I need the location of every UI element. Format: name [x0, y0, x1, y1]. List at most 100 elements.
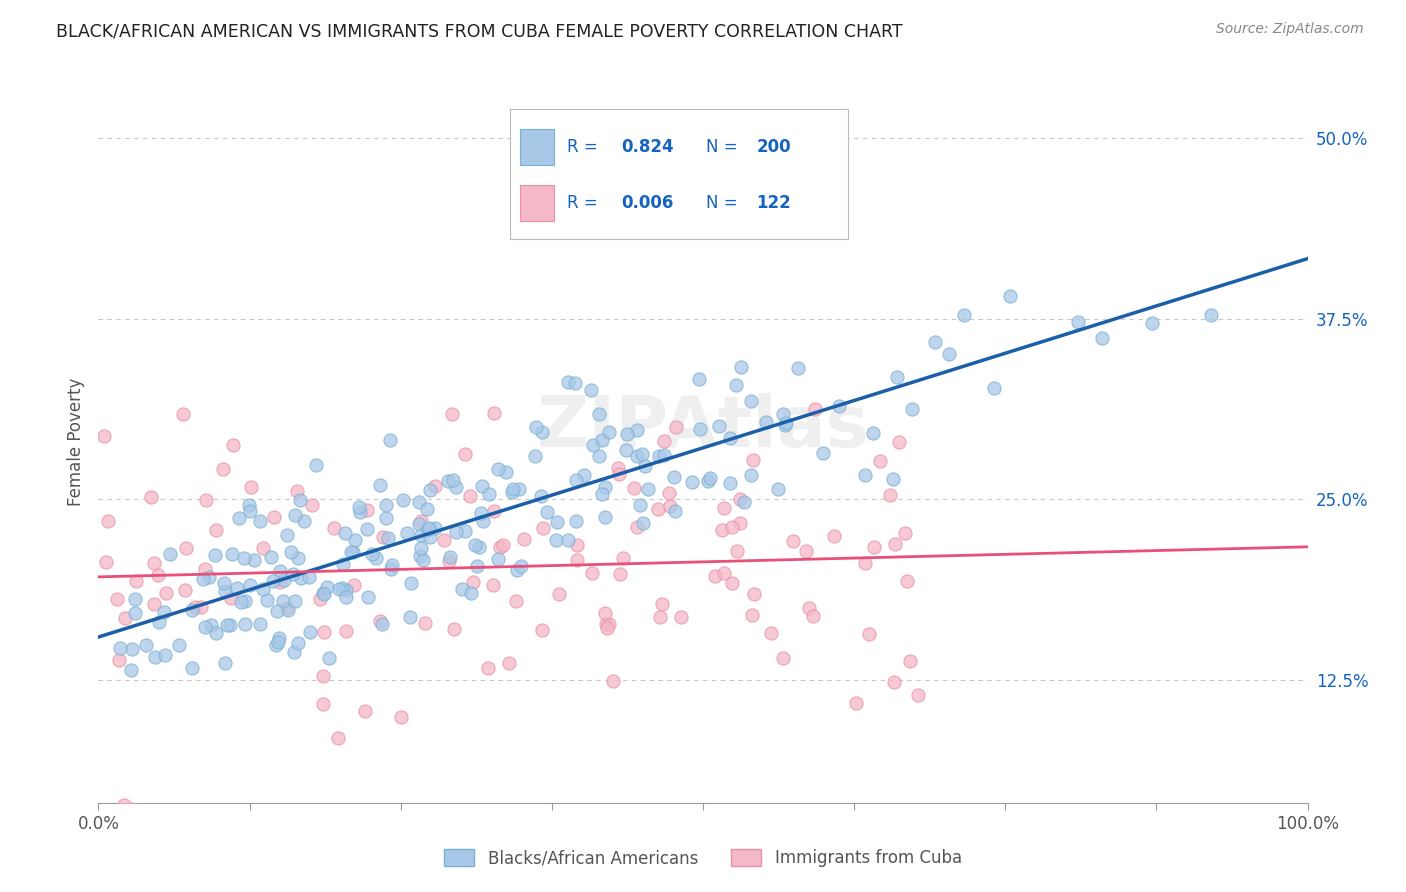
Point [718, 431, 741, 445]
Point [330, 581, 353, 595]
Point [437, 474, 460, 488]
Point [292, 514, 315, 528]
Point [614, 442, 637, 457]
Point [664, 504, 686, 518]
Text: ZIPAtlas: ZIPAtlas [537, 392, 869, 461]
Point [524, 420, 547, 434]
Point [907, 688, 929, 702]
Point [742, 452, 765, 467]
Point [153, 605, 176, 619]
Point [547, 587, 569, 601]
Point [228, 511, 250, 525]
Point [93, 429, 115, 443]
Point [797, 600, 820, 615]
Point [983, 381, 1005, 395]
Point [107, 653, 129, 667]
Point [759, 626, 782, 640]
Point [654, 448, 676, 462]
Point [375, 511, 398, 525]
Point [439, 549, 461, 564]
Point [591, 434, 613, 448]
Point [565, 514, 588, 528]
Point [249, 617, 271, 632]
Point [263, 510, 285, 524]
Point [612, 551, 634, 566]
Point [631, 516, 654, 530]
Point [110, 641, 132, 656]
Point [721, 575, 744, 590]
Point [740, 468, 762, 483]
Point [853, 468, 876, 483]
Point [713, 500, 735, 515]
Point [312, 587, 335, 601]
Point [112, 798, 135, 813]
Point [501, 484, 523, 499]
Point [153, 648, 176, 663]
Point [233, 550, 256, 565]
Point [768, 482, 790, 496]
Point [283, 567, 305, 582]
Point [557, 533, 579, 547]
Point [863, 541, 886, 555]
Point [628, 499, 651, 513]
Point [533, 521, 555, 535]
Point [623, 481, 645, 495]
Point [564, 473, 586, 487]
Text: BLACK/AFRICAN AMERICAN VS IMMIGRANTS FROM CUBA FEMALE POVERTY CORRELATION CHART: BLACK/AFRICAN AMERICAN VS IMMIGRANTS FRO… [56, 22, 903, 40]
Point [335, 591, 357, 605]
Point [366, 550, 388, 565]
Point [235, 593, 257, 607]
Text: Source: ZipAtlas.com: Source: ZipAtlas.com [1216, 22, 1364, 37]
Point [323, 521, 346, 535]
Point [284, 594, 307, 608]
Point [862, 425, 884, 440]
Point [730, 359, 752, 374]
Point [924, 335, 946, 350]
Point [312, 625, 335, 640]
Point [598, 425, 620, 439]
Point [290, 571, 312, 585]
Point [648, 449, 671, 463]
Point [412, 553, 434, 567]
Point [276, 528, 298, 542]
Point [782, 533, 804, 548]
Point [616, 427, 638, 442]
Point [415, 615, 437, 630]
Point [391, 710, 413, 724]
Point [333, 526, 356, 541]
Point [437, 554, 460, 568]
Point [125, 574, 148, 588]
Point [312, 669, 335, 683]
Point [495, 465, 517, 479]
Point [347, 500, 370, 515]
Point [287, 551, 309, 566]
Point [742, 587, 765, 601]
Point [508, 482, 530, 496]
Point [316, 580, 339, 594]
Point [665, 419, 688, 434]
Point [595, 606, 617, 620]
Point [425, 521, 447, 535]
Point [243, 552, 266, 566]
Point [801, 609, 824, 624]
Point [260, 549, 283, 564]
Point [173, 582, 195, 597]
Point [276, 601, 298, 615]
Point [205, 626, 228, 640]
Point [204, 549, 226, 563]
Point [446, 524, 468, 539]
Point [598, 617, 620, 632]
Point [593, 509, 616, 524]
Point [689, 422, 711, 436]
Point [378, 433, 401, 447]
Point [287, 635, 309, 649]
Point [269, 564, 291, 578]
Point [105, 592, 128, 607]
Point [155, 585, 177, 599]
Point [681, 475, 703, 490]
Point [896, 574, 918, 588]
Point [703, 569, 725, 583]
Point [650, 610, 672, 624]
Point [356, 523, 378, 537]
Point [328, 582, 350, 596]
